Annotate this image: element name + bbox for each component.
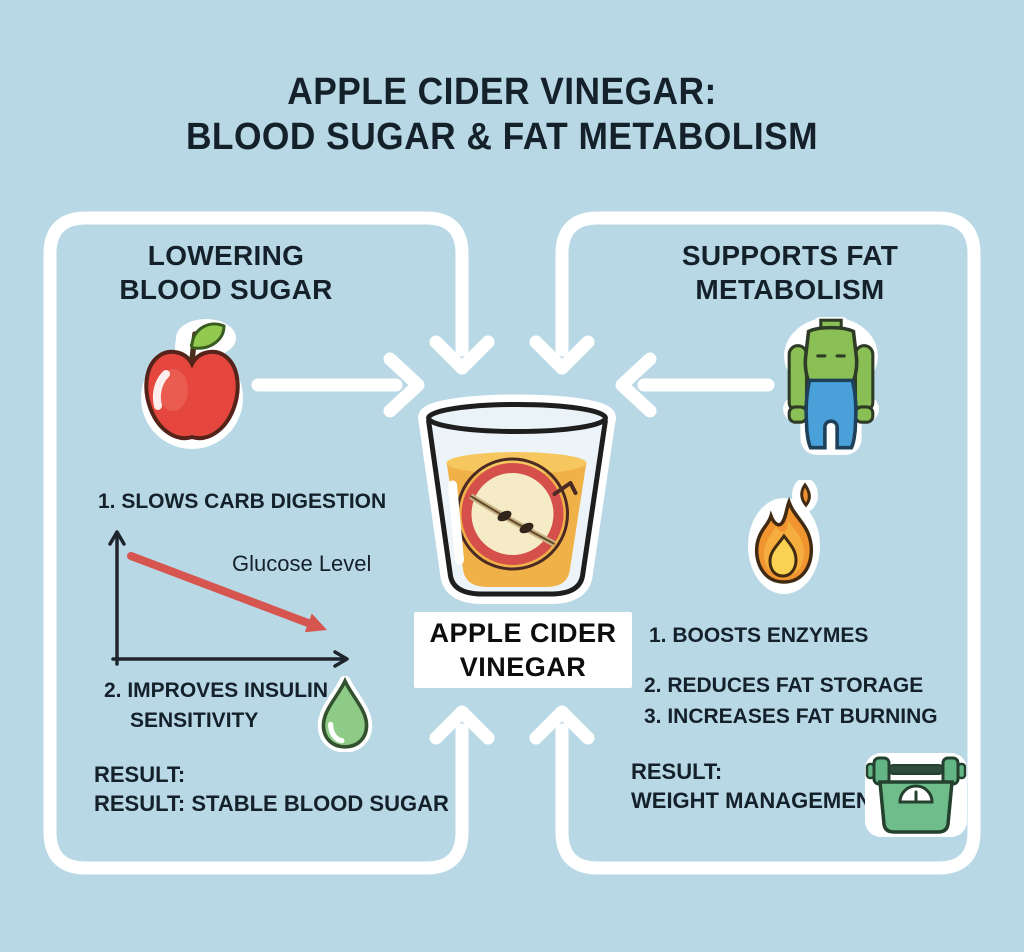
body-icon	[780, 317, 882, 455]
glucose-level-label: Glucose Level	[232, 551, 372, 576]
left-panel-border	[43, 211, 469, 875]
flame-inner	[768, 533, 798, 578]
body-torso	[803, 325, 859, 387]
right-panel-heading: SUPPORTS FAT METABOLISM	[622, 239, 958, 307]
glucose-trend-arrow	[127, 552, 312, 627]
acv-glass-icon	[399, 390, 630, 618]
body-shorts	[804, 378, 858, 450]
droplet-shape	[321, 676, 369, 749]
right-point-3: 3. INCREASES FAT BURNING	[644, 705, 938, 728]
right-result-line-2: WEIGHT MANAGEMENT	[631, 788, 886, 813]
right-point-1: 1. BOOSTS ENZYMES	[649, 624, 869, 647]
glucose-chart	[95, 518, 357, 670]
left-heading-line-2: BLOOD SUGAR	[119, 274, 333, 305]
left-heading-line-1: LOWERING	[147, 240, 305, 271]
apple-icon	[140, 318, 244, 450]
flame-icon	[746, 480, 828, 602]
arrow-down-from-left-panel-icon	[429, 335, 495, 375]
arrow-up-from-right-panel-icon	[529, 705, 595, 745]
right-heading-line-2: METABOLISM	[695, 274, 885, 305]
scale-icon	[864, 750, 968, 840]
arrow-up-from-left-panel-icon	[429, 705, 495, 745]
right-heading-line-1: SUPPORTS FAT	[681, 240, 899, 271]
left-point-2-line-1: 2. IMPROVES INSULIN	[104, 679, 329, 702]
left-point-2: 2. IMPROVES INSULIN SENSITIVITY	[104, 676, 328, 736]
left-point-1: 1. SLOWS CARB DIGESTION	[98, 490, 387, 513]
page-title: APPLE CIDER VINEGAR: BLOOD SUGAR & FAT M…	[35, 70, 969, 160]
apple-slice	[456, 457, 578, 571]
acv-label-line-2: VINEGAR	[459, 652, 587, 682]
left-point-2-line-2: SENSITIVITY	[130, 709, 259, 732]
scale-body	[878, 780, 954, 834]
title-line-2: BLOOD SUGAR & FAT METABOLISM	[185, 116, 819, 158]
arrow-right-from-apple-icon	[383, 352, 425, 418]
left-panel-heading: LOWERING BLOOD SUGAR	[58, 239, 394, 307]
arrow-down-from-right-panel-icon	[529, 335, 595, 375]
arrow-left-from-body-icon	[615, 352, 657, 418]
right-panel-border	[555, 211, 981, 875]
title-line-1: APPLE CIDER VINEGAR:	[287, 71, 717, 113]
left-result: RESULT: RESULT: STABLE BLOOD SUGAR	[94, 760, 449, 818]
droplet-icon	[317, 676, 373, 752]
right-result-line-1: RESULT:	[631, 759, 723, 784]
left-result-line-1: RESULT:	[94, 762, 186, 787]
right-point-2: 2. REDUCES FAT STORAGE	[644, 674, 924, 697]
acv-label-box: APPLE CIDER VINEGAR	[414, 612, 632, 688]
acv-label-line-1: APPLE CIDER	[429, 618, 617, 648]
right-result: RESULT: WEIGHT MANAGEMENT	[631, 757, 885, 815]
left-result-line-2: RESULT: STABLE BLOOD SUGAR	[94, 791, 449, 816]
